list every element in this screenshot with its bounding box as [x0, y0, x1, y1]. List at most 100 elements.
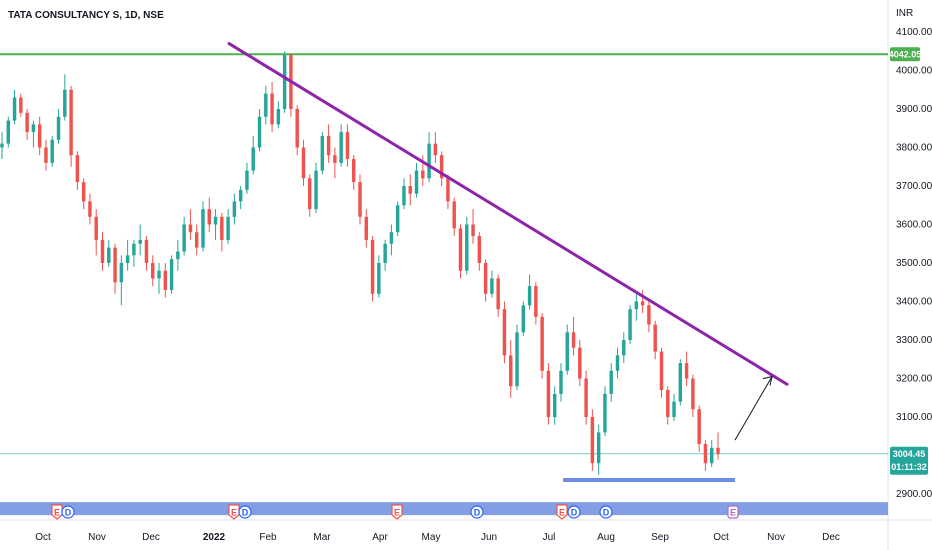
candle[interactable] [308, 174, 312, 217]
candle[interactable] [220, 212, 224, 252]
candle[interactable] [439, 151, 444, 186]
candle[interactable] [333, 147, 337, 179]
candle[interactable] [546, 363, 551, 425]
candle[interactable] [63, 74, 67, 121]
candle[interactable] [490, 270, 494, 298]
candle[interactable] [289, 53, 293, 117]
candle[interactable] [659, 347, 664, 398]
candle[interactable] [232, 193, 237, 225]
candle[interactable] [169, 255, 174, 294]
candle[interactable] [25, 109, 29, 140]
candle[interactable] [44, 139, 48, 171]
candle[interactable] [540, 313, 544, 379]
candle[interactable] [716, 432, 720, 460]
candle[interactable] [640, 289, 645, 314]
candle[interactable] [345, 124, 350, 167]
candle[interactable] [119, 255, 124, 306]
candle[interactable] [351, 155, 356, 190]
candle[interactable] [257, 109, 262, 152]
candle[interactable] [81, 178, 86, 210]
candle[interactable] [590, 409, 595, 471]
candle[interactable] [138, 224, 142, 256]
candle[interactable] [194, 224, 199, 256]
candle[interactable] [515, 324, 519, 391]
candle[interactable] [678, 359, 683, 406]
candle[interactable] [496, 274, 500, 317]
candle[interactable] [37, 116, 42, 156]
candle[interactable] [251, 135, 255, 175]
candle[interactable] [653, 320, 657, 360]
candle[interactable] [483, 259, 488, 302]
earnings-event-icon[interactable]: E [391, 504, 403, 520]
candle[interactable] [446, 174, 450, 210]
candle[interactable] [276, 101, 281, 129]
candle[interactable] [207, 197, 211, 233]
candle[interactable] [383, 239, 387, 271]
candle[interactable] [56, 109, 61, 144]
candle[interactable] [12, 89, 17, 125]
drawing-tools[interactable] [227, 42, 789, 441]
candle[interactable] [0, 132, 4, 160]
candle[interactable] [339, 124, 343, 167]
candle[interactable] [703, 440, 708, 471]
candle[interactable] [295, 105, 299, 156]
candle[interactable] [188, 209, 193, 240]
candle[interactable] [270, 82, 274, 133]
candle[interactable] [282, 51, 287, 113]
candle[interactable] [408, 174, 412, 206]
dividend-event-icon[interactable]: D [470, 505, 484, 519]
candle[interactable] [163, 263, 168, 298]
earnings-event-icon[interactable]: E [228, 504, 240, 520]
candle[interactable] [571, 316, 576, 356]
price-axis[interactable]: 4100.00 4000.00 3900.00 3800.00 3700.00 3600.… [896, 27, 932, 500]
candle[interactable] [697, 405, 701, 452]
price-levels[interactable] [0, 53, 888, 455]
candle[interactable] [433, 132, 438, 163]
candle[interactable] [182, 216, 186, 256]
candle[interactable] [509, 340, 513, 398]
candle[interactable] [157, 263, 161, 294]
candle[interactable] [521, 301, 526, 337]
candle[interactable] [358, 174, 362, 225]
candle[interactable] [326, 124, 331, 163]
candle[interactable] [709, 440, 714, 468]
candle[interactable] [647, 301, 651, 333]
candle[interactable] [672, 393, 676, 421]
candle[interactable] [264, 85, 268, 125]
candle[interactable] [100, 232, 105, 271]
candle[interactable] [201, 201, 205, 252]
candle[interactable] [628, 305, 632, 344]
candle[interactable] [377, 255, 381, 298]
candle[interactable] [314, 162, 318, 213]
candle[interactable] [6, 116, 11, 148]
candle[interactable] [565, 324, 569, 375]
candle[interactable] [502, 301, 507, 364]
candle[interactable] [19, 93, 23, 117]
candle[interactable] [88, 193, 92, 225]
candle[interactable] [622, 332, 626, 364]
candle[interactable] [559, 363, 563, 402]
projection-arrow[interactable] [734, 376, 773, 441]
candle[interactable] [144, 236, 149, 271]
candle[interactable] [132, 239, 136, 267]
candle[interactable] [50, 135, 54, 167]
candle[interactable] [213, 209, 218, 240]
candle[interactable] [609, 363, 613, 402]
candle[interactable] [395, 201, 400, 237]
descending-trendline[interactable] [227, 42, 789, 386]
candle[interactable] [534, 282, 538, 325]
earnings-event-icon[interactable]: E [556, 504, 568, 520]
candle[interactable] [427, 132, 431, 183]
candle[interactable] [527, 274, 532, 310]
candle[interactable] [113, 243, 117, 294]
candle[interactable] [125, 239, 130, 271]
candle[interactable] [69, 85, 73, 167]
candle[interactable] [578, 340, 582, 387]
candle[interactable] [477, 232, 482, 271]
earnings-event-icon[interactable]: E [727, 505, 739, 519]
candle[interactable] [691, 374, 695, 417]
candle[interactable] [238, 186, 243, 210]
dividend-event-icon[interactable]: D [599, 505, 613, 519]
candle[interactable] [151, 255, 155, 287]
